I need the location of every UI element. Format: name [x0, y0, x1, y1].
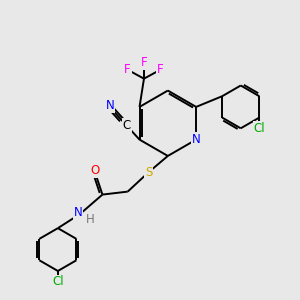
Text: O: O — [90, 164, 100, 177]
Text: F: F — [124, 63, 131, 76]
Text: C: C — [123, 119, 131, 132]
Text: F: F — [157, 63, 164, 76]
Text: Cl: Cl — [52, 275, 64, 289]
Text: S: S — [145, 166, 152, 179]
Text: Cl: Cl — [254, 122, 265, 135]
Text: N: N — [105, 99, 114, 112]
Text: N: N — [192, 133, 200, 146]
Text: H: H — [86, 213, 95, 226]
Text: F: F — [141, 56, 147, 69]
Text: N: N — [74, 206, 82, 219]
